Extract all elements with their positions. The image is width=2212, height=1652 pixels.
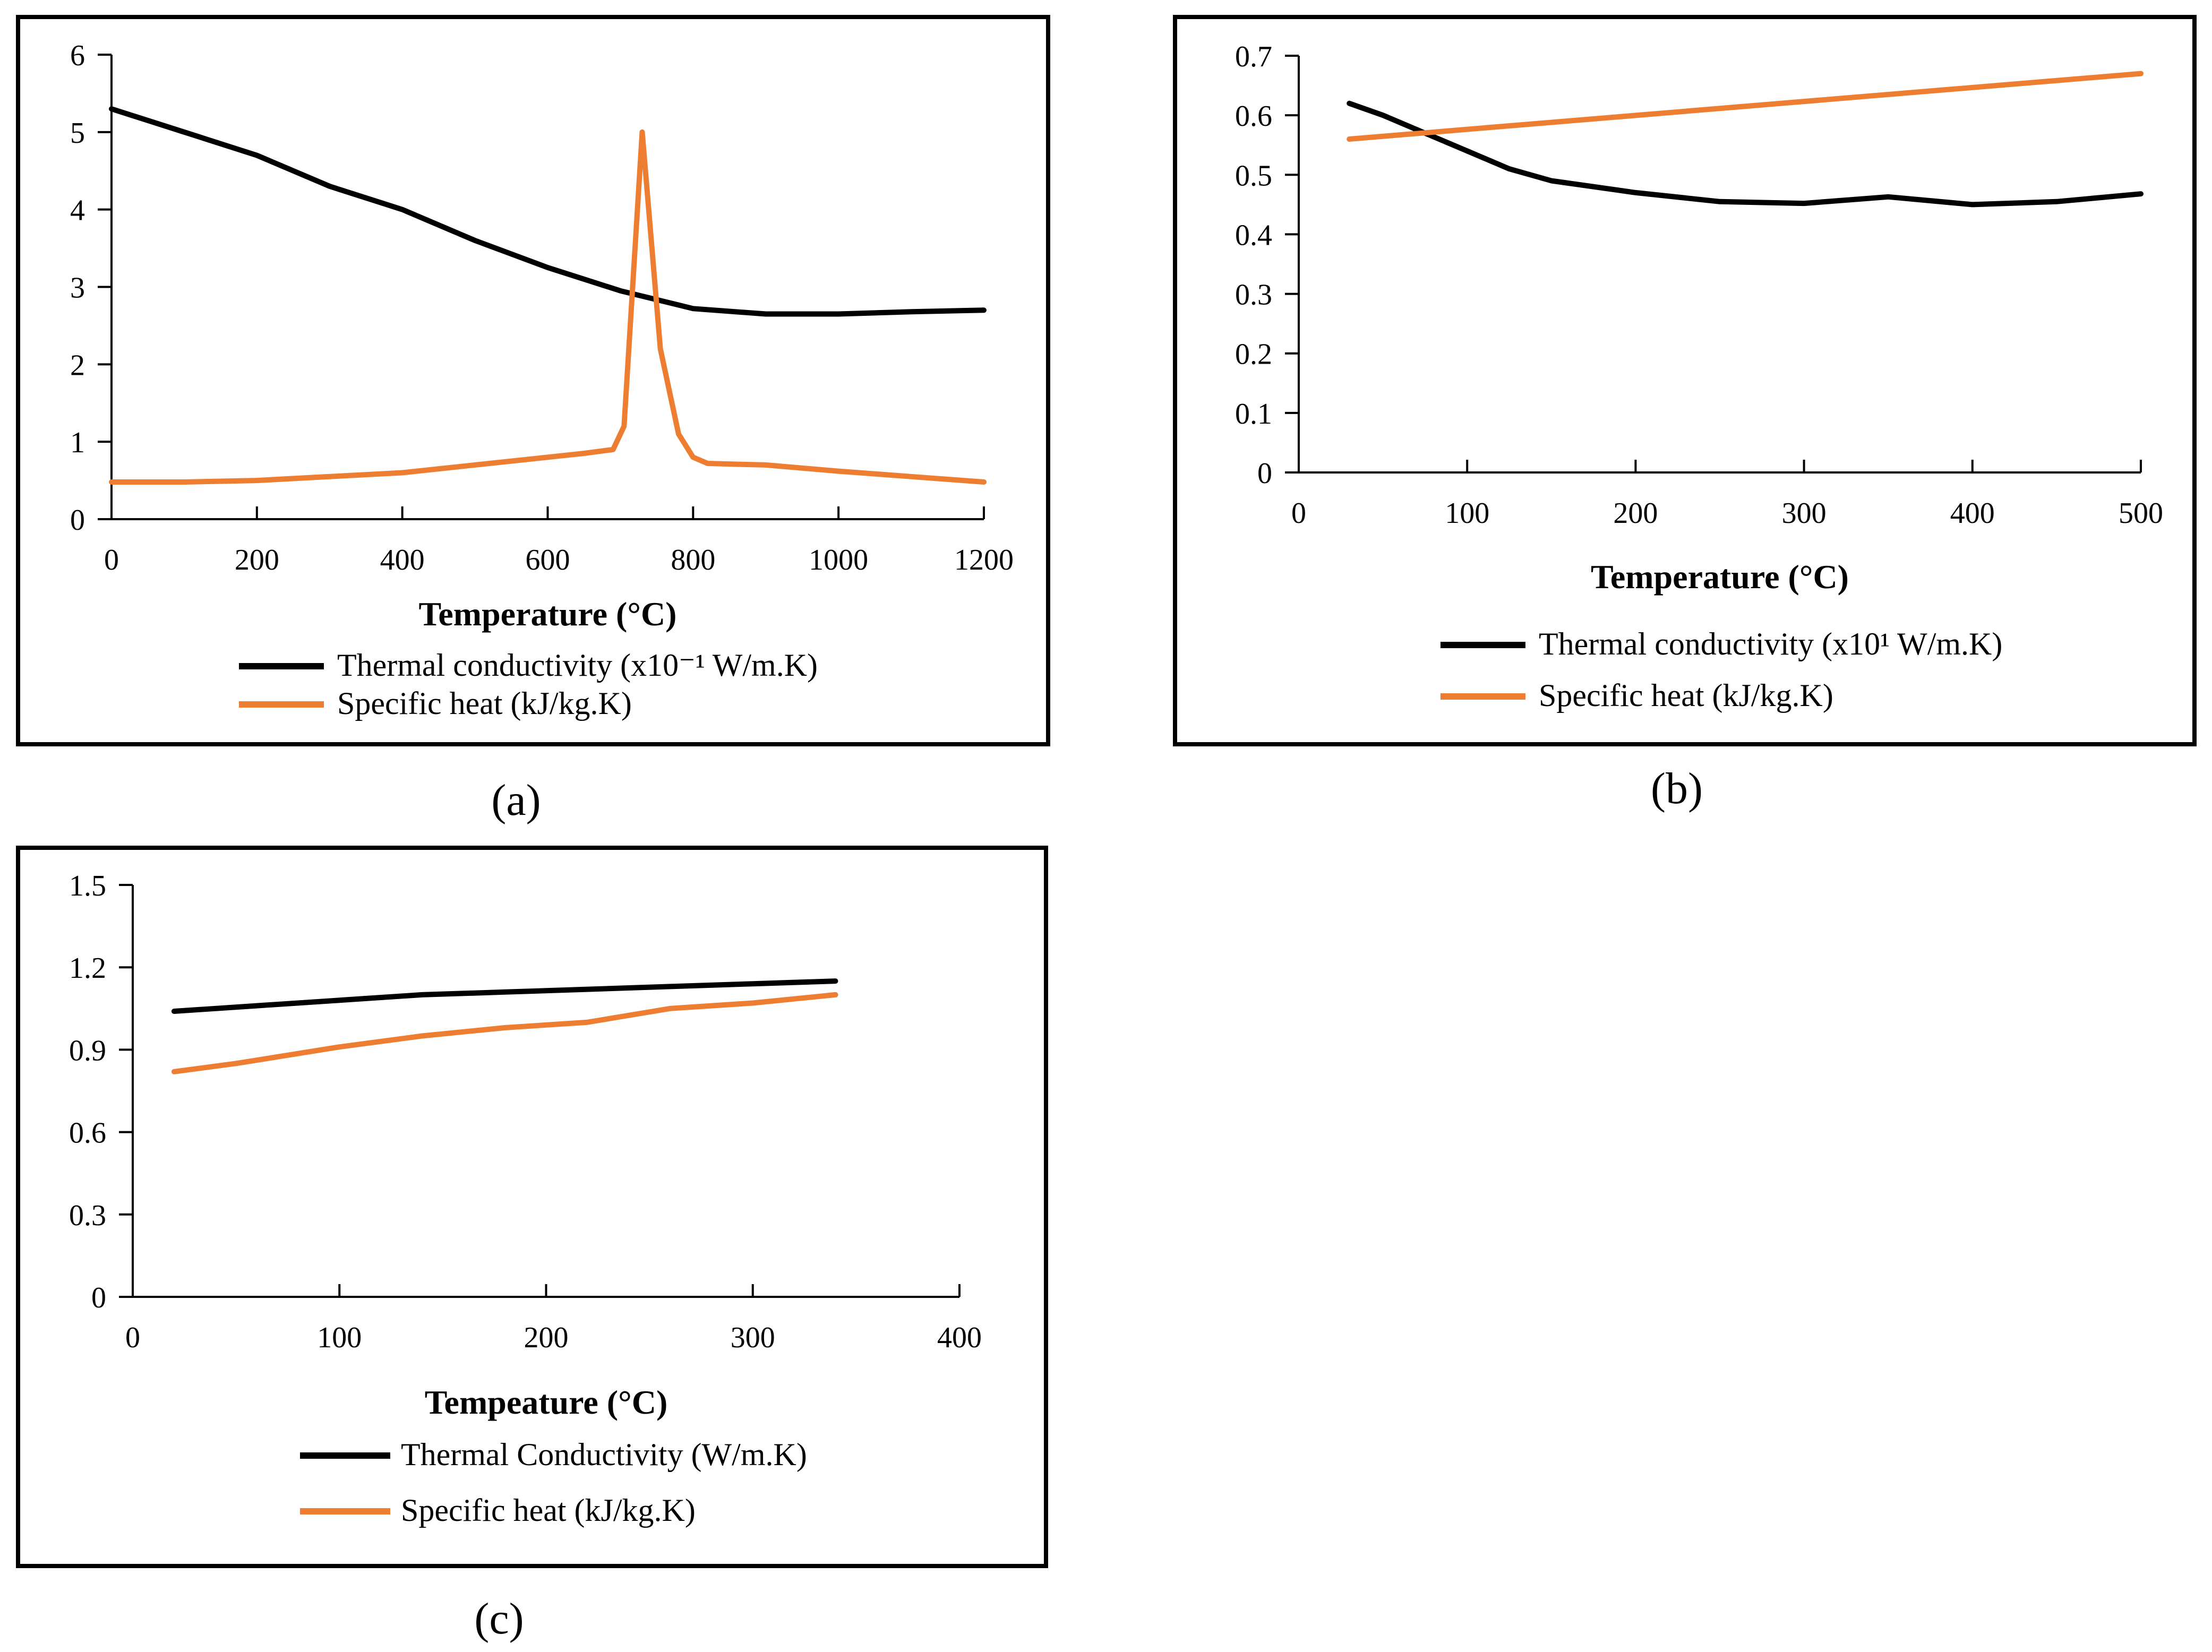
specific-heat-line <box>109 129 987 485</box>
thermal-conductivity-line <box>171 978 838 1014</box>
y-tick-label: 5 <box>70 117 85 150</box>
specific-heat-line <box>171 992 838 1074</box>
legend-label-specific-heat: Specific heat (kJ/kg.K) <box>1539 678 1833 713</box>
y-tick-label: 0 <box>1257 457 1272 490</box>
legend-label-specific-heat: Specific heat (kJ/kg.K) <box>337 686 632 721</box>
y-tick-label: 1 <box>70 426 85 459</box>
y-tick-label: 0.7 <box>1235 40 1272 73</box>
y-tick-label: 0.6 <box>1235 100 1272 133</box>
y-tick-label: 0.2 <box>1235 338 1272 371</box>
x-tick-label: 400 <box>937 1321 982 1354</box>
chart-frame <box>16 15 1050 746</box>
x-tick-label: 100 <box>1445 497 1489 530</box>
y-tick-label: 0.3 <box>1235 279 1272 312</box>
x-axis-title: Temperature (°C) <box>419 595 677 633</box>
y-tick-label: 0 <box>70 504 85 537</box>
specific-heat-line <box>1347 71 2144 142</box>
thermal-conductivity-line <box>1347 100 2144 208</box>
x-tick-label: 0 <box>125 1321 140 1354</box>
y-tick-label: 0.3 <box>69 1199 106 1232</box>
x-tick-label: 400 <box>1950 497 1995 530</box>
legend-label-conductivity: Thermal Conductivity (W/m.K) <box>401 1437 807 1472</box>
x-tick-label: 800 <box>671 544 715 577</box>
y-tick-label: 3 <box>70 272 85 305</box>
x-tick-label: 1000 <box>809 544 868 577</box>
x-tick-label: 400 <box>380 544 425 577</box>
y-tick-label: 6 <box>70 39 85 72</box>
chart-frame <box>16 846 1048 1568</box>
x-tick-label: 500 <box>2119 497 2163 530</box>
panel-b: 0 0.1 0.2 0.3 0.4 0.5 0.6 0.7 0 100 200 300 400 500 Te… <box>1173 15 2197 746</box>
x-tick-label: 0 <box>1291 497 1306 530</box>
y-tick-label: 0.4 <box>1235 219 1272 252</box>
legend-label-conductivity: Thermal conductivity (x10¹ W/m.K) <box>1539 626 2002 661</box>
x-axis-title: Temperature (°C) <box>1591 558 1849 596</box>
y-tick-label: 0.6 <box>69 1117 106 1150</box>
x-tick-label: 200 <box>524 1321 569 1354</box>
x-tick-label: 0 <box>104 544 119 577</box>
panel-c: 0 0.3 0.6 0.9 1.2 1.5 0 100 200 300 400 Tempeature … <box>16 846 1048 1568</box>
y-tick-label: 0.9 <box>69 1034 106 1067</box>
legend-label-conductivity: Thermal conductivity (x10⁻¹ W/m.K) <box>337 648 818 683</box>
y-tick-label: 0.1 <box>1235 398 1272 431</box>
legend-label-specific-heat: Specific heat (kJ/kg.K) <box>401 1493 696 1528</box>
y-tick-label: 2 <box>70 349 85 382</box>
x-axis-title: Tempeature (°C) <box>425 1383 668 1421</box>
x-tick-label: 200 <box>1613 497 1658 530</box>
chart-frame <box>1173 15 2197 746</box>
panel-caption: (b) <box>1651 764 1703 813</box>
x-tick-label: 600 <box>526 544 570 577</box>
x-tick-label: 300 <box>731 1321 775 1354</box>
x-tick-label: 1200 <box>954 544 1014 577</box>
y-tick-label: 1.2 <box>69 952 106 985</box>
panel-caption: (c) <box>474 1594 524 1644</box>
y-tick-label: 0 <box>91 1281 106 1314</box>
y-tick-label: 1.5 <box>69 870 106 902</box>
x-tick-label: 100 <box>317 1321 362 1354</box>
panel-caption: (a) <box>491 776 541 825</box>
y-tick-label: 4 <box>70 194 85 227</box>
thermal-conductivity-line <box>109 106 987 317</box>
x-tick-label: 300 <box>1782 497 1827 530</box>
x-tick-label: 200 <box>235 544 279 577</box>
panel-a: 0 1 2 3 4 5 6 0 200 400 600 800 1000 1200 Temperature … <box>16 15 1050 746</box>
y-tick-label: 0.5 <box>1235 159 1272 192</box>
